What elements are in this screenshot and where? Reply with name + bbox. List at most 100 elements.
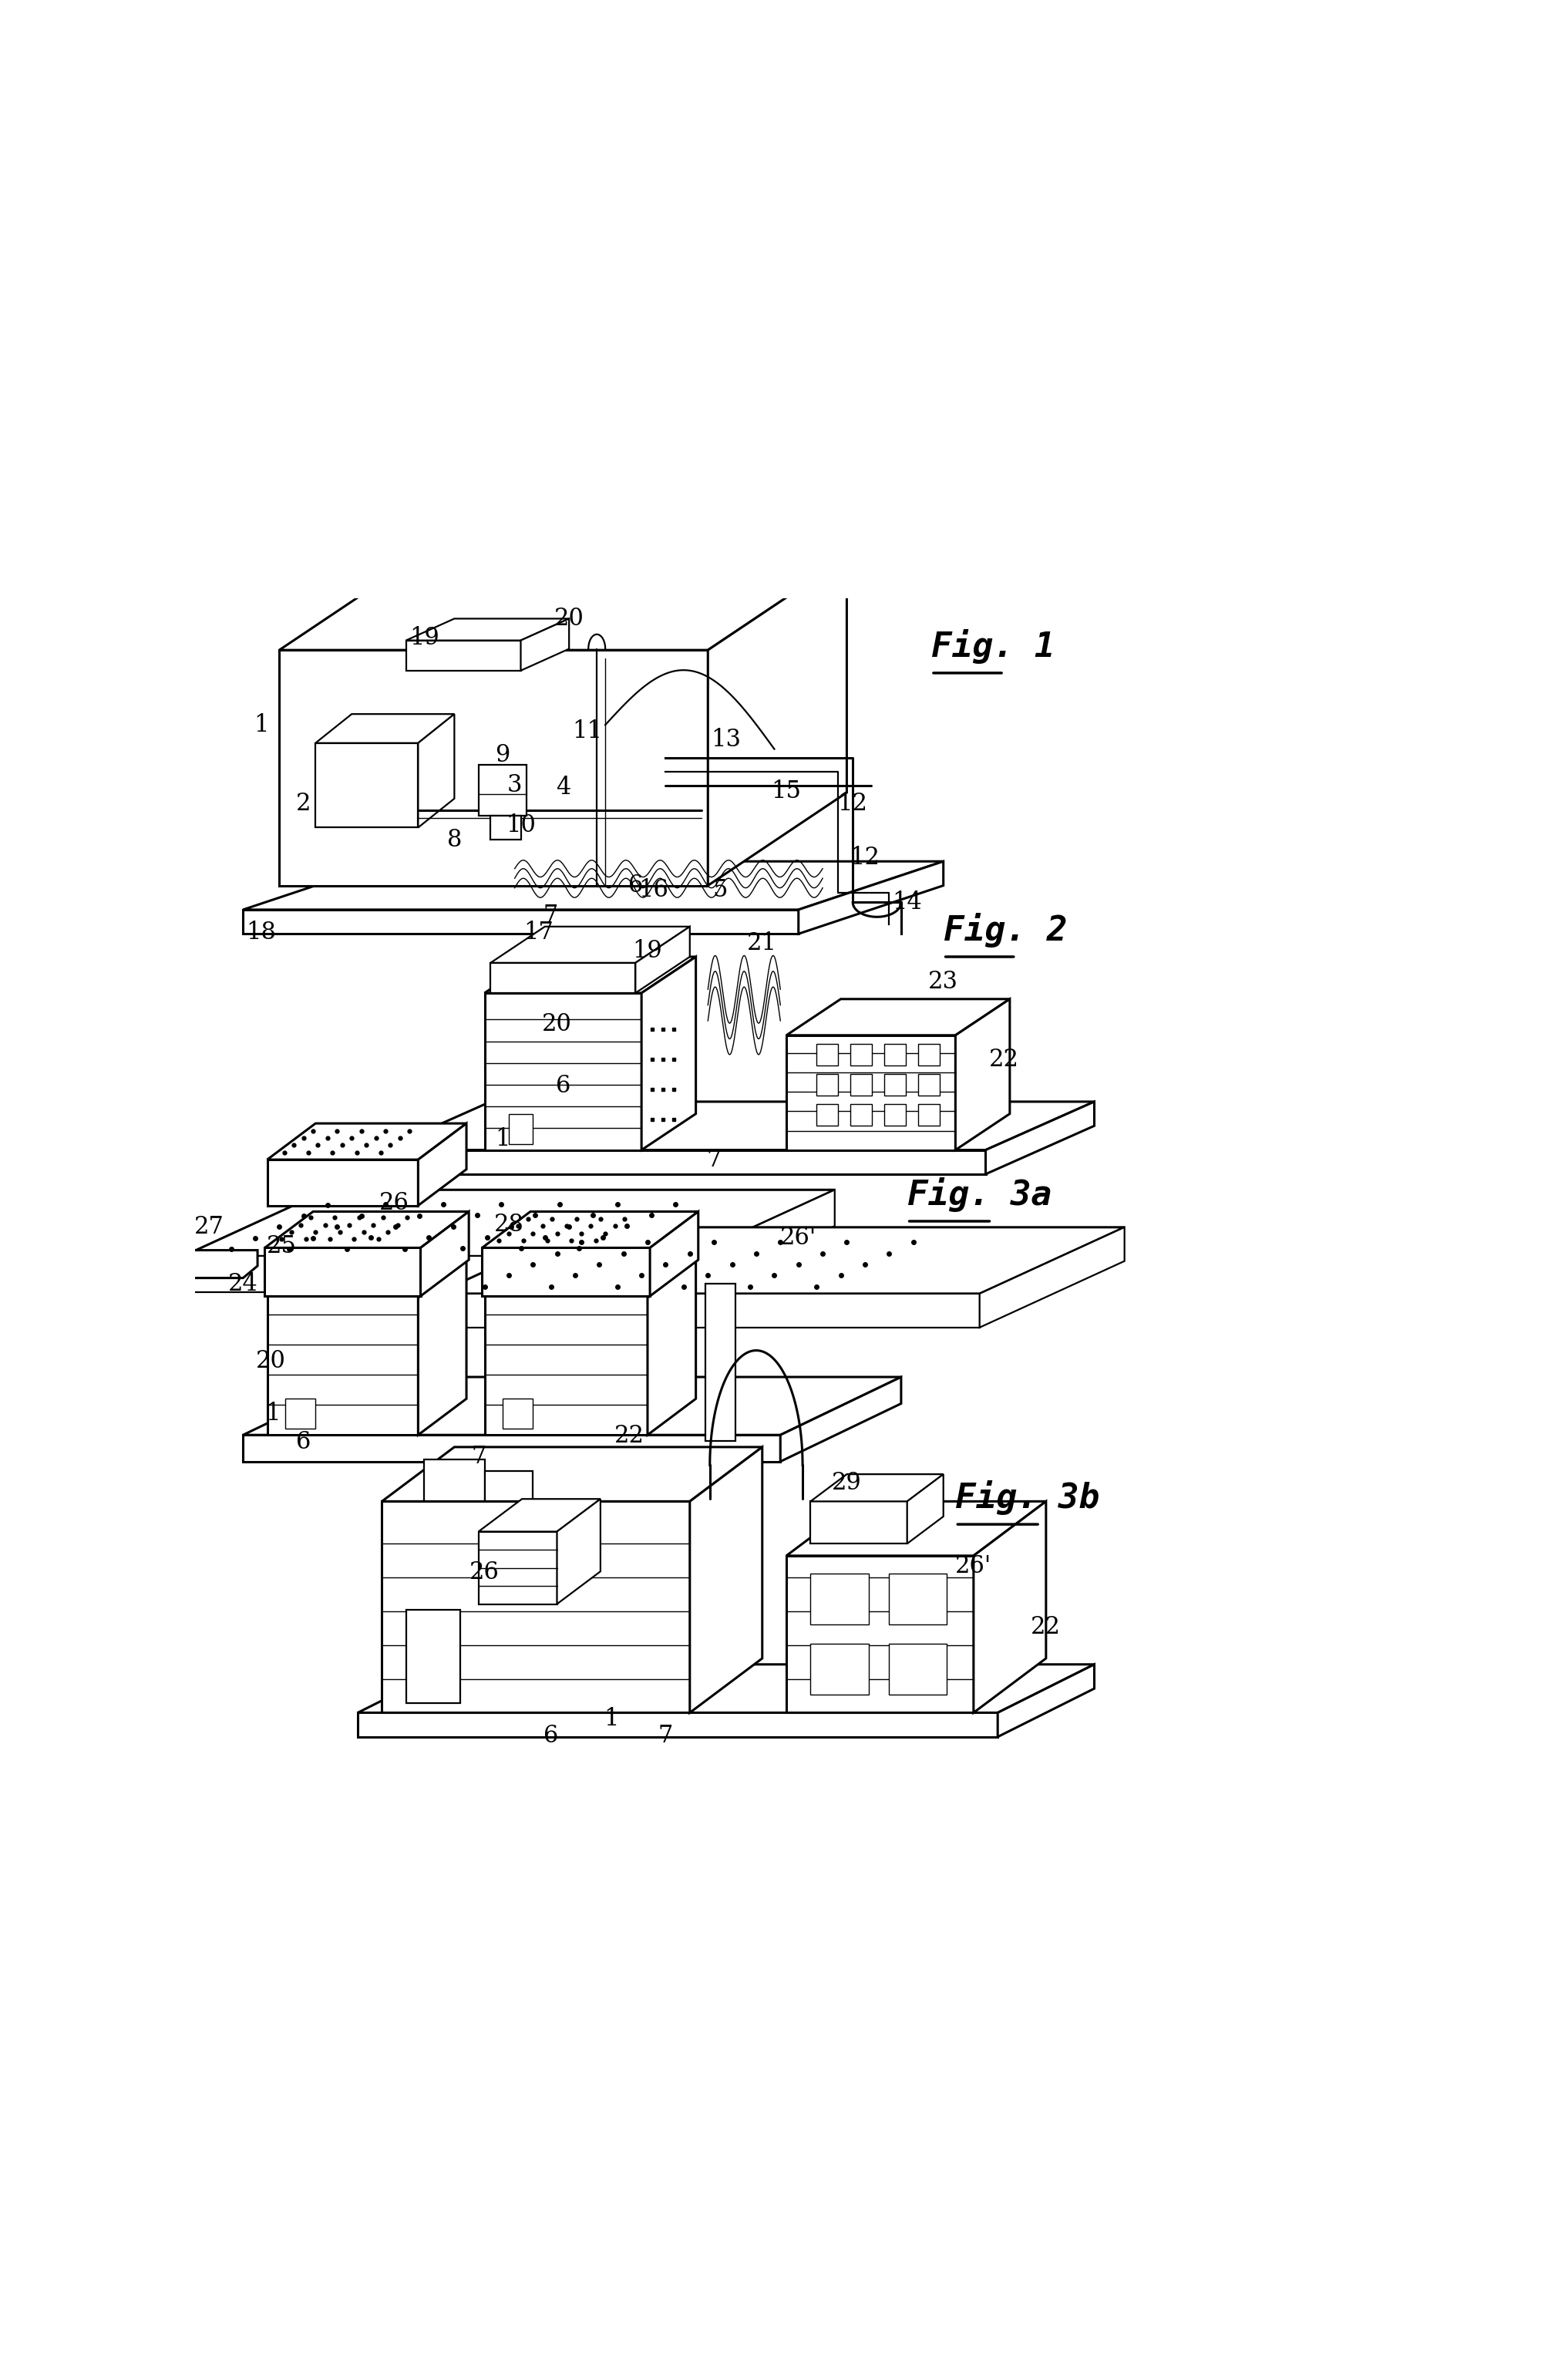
Text: Fig. 2: Fig. 2 (944, 914, 1067, 947)
Polygon shape (816, 1073, 838, 1095)
Polygon shape (382, 1502, 690, 1714)
Text: 12: 12 (838, 793, 868, 816)
Polygon shape (650, 1211, 698, 1297)
Polygon shape (478, 1533, 558, 1604)
Polygon shape (648, 1259, 696, 1435)
Polygon shape (491, 964, 636, 992)
Polygon shape (478, 1499, 600, 1533)
Text: 7: 7 (706, 1147, 721, 1171)
Polygon shape (980, 1228, 1125, 1328)
Text: 20: 20 (542, 1011, 572, 1035)
Polygon shape (787, 1035, 955, 1150)
Polygon shape (918, 1104, 939, 1126)
Polygon shape (481, 1211, 698, 1247)
Text: 10: 10 (506, 814, 536, 838)
Polygon shape (316, 714, 455, 743)
Polygon shape (509, 1114, 533, 1145)
Polygon shape (358, 1664, 1094, 1714)
Polygon shape (407, 1609, 461, 1704)
Text: 20: 20 (256, 1349, 285, 1373)
Polygon shape (407, 640, 520, 671)
Polygon shape (520, 619, 569, 671)
Polygon shape (176, 1250, 257, 1278)
Polygon shape (418, 1123, 466, 1207)
Text: 23: 23 (929, 971, 958, 995)
Polygon shape (851, 1045, 872, 1066)
Polygon shape (418, 1259, 466, 1435)
Text: 15: 15 (771, 778, 801, 804)
Text: 26: 26 (379, 1190, 408, 1216)
Text: 24: 24 (227, 1271, 259, 1297)
Polygon shape (918, 1073, 939, 1095)
Text: 1: 1 (254, 714, 268, 738)
Polygon shape (382, 1447, 762, 1502)
Polygon shape (478, 764, 527, 816)
Polygon shape (485, 992, 642, 1150)
Polygon shape (436, 1228, 1125, 1295)
Text: 1: 1 (495, 1128, 509, 1152)
Text: 8: 8 (447, 828, 461, 852)
Text: 21: 21 (748, 931, 777, 954)
Polygon shape (436, 1295, 980, 1328)
Polygon shape (558, 1499, 600, 1604)
Polygon shape (851, 1073, 872, 1095)
Text: 29: 29 (832, 1471, 862, 1495)
Text: 28: 28 (494, 1214, 523, 1238)
Polygon shape (407, 619, 569, 640)
Polygon shape (816, 1045, 838, 1066)
Text: 18: 18 (246, 921, 276, 945)
Text: 6: 6 (556, 1073, 570, 1097)
Polygon shape (787, 1557, 974, 1714)
Polygon shape (907, 1473, 944, 1545)
Polygon shape (268, 1159, 418, 1207)
Polygon shape (986, 1102, 1094, 1173)
Polygon shape (243, 1435, 781, 1461)
Polygon shape (636, 926, 690, 992)
Polygon shape (642, 957, 696, 1150)
Text: Fig. 3b: Fig. 3b (955, 1480, 1100, 1516)
Polygon shape (810, 1502, 907, 1545)
Polygon shape (358, 1714, 997, 1737)
Polygon shape (316, 743, 418, 828)
Text: 5: 5 (712, 878, 728, 902)
Polygon shape (279, 557, 848, 650)
Polygon shape (918, 1045, 939, 1066)
Polygon shape (503, 1399, 533, 1428)
Polygon shape (268, 1297, 418, 1435)
Polygon shape (485, 1297, 648, 1435)
Text: 22: 22 (989, 1047, 1019, 1071)
Polygon shape (707, 557, 848, 885)
Polygon shape (182, 1190, 835, 1257)
Text: 6: 6 (544, 1723, 558, 1747)
Text: 22: 22 (614, 1423, 645, 1447)
Text: 27: 27 (195, 1216, 224, 1240)
Polygon shape (955, 1000, 1010, 1150)
Polygon shape (265, 1247, 421, 1297)
Polygon shape (690, 1190, 835, 1292)
Polygon shape (890, 1573, 947, 1626)
Polygon shape (890, 1645, 947, 1695)
Text: 26': 26' (781, 1226, 816, 1250)
Text: 19: 19 (410, 626, 439, 650)
Text: 26: 26 (469, 1561, 500, 1585)
Polygon shape (243, 862, 944, 909)
Text: 25: 25 (266, 1235, 296, 1259)
Text: Fig. 3a: Fig. 3a (907, 1178, 1052, 1211)
Text: 26': 26' (955, 1554, 992, 1578)
Text: 19: 19 (633, 938, 662, 962)
Text: Fig. 1: Fig. 1 (932, 628, 1055, 664)
Polygon shape (974, 1502, 1045, 1714)
Polygon shape (690, 1447, 762, 1714)
Text: 6: 6 (628, 873, 643, 897)
Text: 1: 1 (266, 1402, 280, 1426)
Text: 2: 2 (296, 793, 312, 816)
Polygon shape (799, 862, 944, 933)
Polygon shape (491, 816, 520, 840)
Text: 7: 7 (657, 1723, 673, 1747)
Polygon shape (421, 1211, 469, 1297)
Polygon shape (279, 650, 707, 885)
Polygon shape (787, 1000, 1010, 1035)
Text: 17: 17 (523, 921, 553, 945)
Polygon shape (243, 909, 799, 933)
Polygon shape (491, 926, 690, 964)
